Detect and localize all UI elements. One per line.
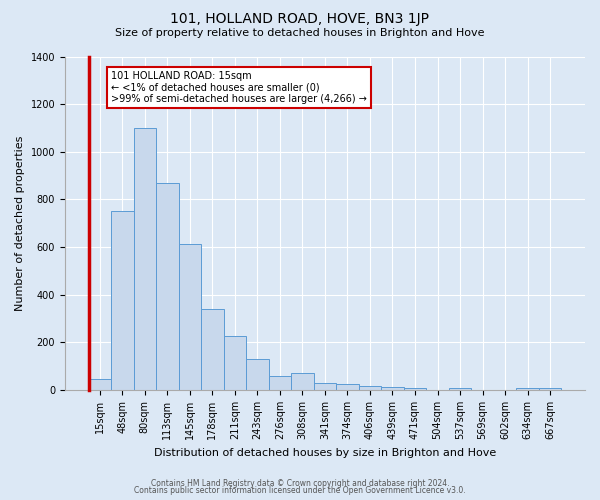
Bar (539, 388, 562, 390)
Bar (224, 336, 246, 390)
Bar (381, 387, 404, 390)
Text: 101, HOLLAND ROAD, HOVE, BN3 1JP: 101, HOLLAND ROAD, HOVE, BN3 1JP (170, 12, 430, 26)
Bar (201, 309, 224, 390)
Text: Size of property relative to detached houses in Brighton and Hove: Size of property relative to detached ho… (115, 28, 485, 38)
X-axis label: Distribution of detached houses by size in Brighton and Hove: Distribution of detached houses by size … (154, 448, 496, 458)
Bar (359, 386, 381, 390)
Text: 101 HOLLAND ROAD: 15sqm
← <1% of detached houses are smaller (0)
>99% of semi-de: 101 HOLLAND ROAD: 15sqm ← <1% of detache… (111, 71, 367, 104)
Bar (111, 212, 134, 390)
Bar (89, 380, 111, 390)
Text: Contains public sector information licensed under the Open Government Licence v3: Contains public sector information licen… (134, 486, 466, 495)
Bar (134, 128, 156, 390)
Y-axis label: Number of detached properties: Number of detached properties (15, 136, 25, 311)
Bar (336, 384, 359, 390)
Bar (156, 183, 179, 390)
Bar (314, 383, 336, 390)
Bar (269, 376, 291, 390)
Bar (291, 374, 314, 390)
Text: Contains HM Land Registry data © Crown copyright and database right 2024.: Contains HM Land Registry data © Crown c… (151, 478, 449, 488)
Bar (517, 388, 539, 390)
Bar (404, 388, 426, 390)
Bar (246, 359, 269, 390)
Bar (449, 388, 471, 390)
Bar (179, 244, 201, 390)
